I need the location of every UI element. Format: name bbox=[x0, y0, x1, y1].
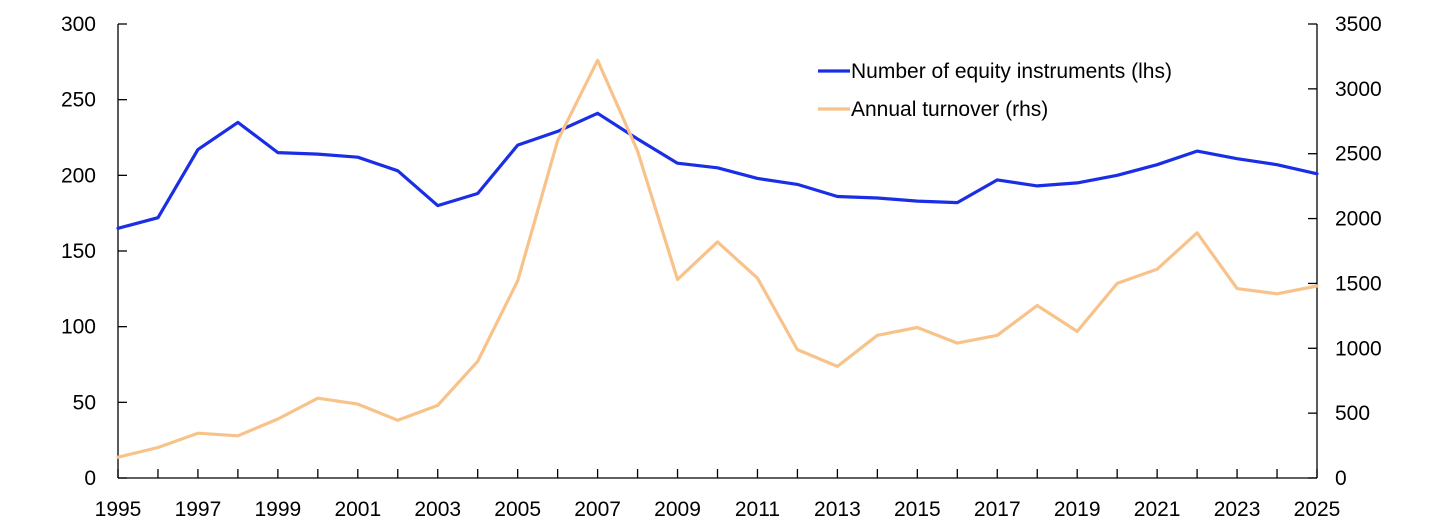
x-tick-label: 1995 bbox=[95, 498, 142, 521]
series-line-equity-instruments bbox=[116, 111, 1319, 230]
x-tick-label: 2003 bbox=[414, 498, 461, 521]
right-y-tick-label: 1000 bbox=[1335, 337, 1382, 360]
x-tick-label: 2023 bbox=[1214, 498, 1261, 521]
x-tick-label: 2019 bbox=[1054, 498, 1101, 521]
x-tick-label: 2013 bbox=[814, 498, 861, 521]
left-y-tick-label: 0 bbox=[84, 467, 96, 490]
x-tick-label: 2011 bbox=[735, 498, 780, 521]
left-y-tick-label: 250 bbox=[61, 89, 96, 112]
x-tick-label: 2005 bbox=[494, 498, 541, 521]
right-y-tick-label: 1500 bbox=[1335, 272, 1382, 295]
x-tick-label: 1999 bbox=[255, 498, 302, 521]
x-tick-label: 2025 bbox=[1294, 498, 1341, 521]
left-y-tick-label: 100 bbox=[61, 316, 96, 339]
left-y-tick-label: 150 bbox=[61, 240, 96, 263]
right-y-tick-label: 2500 bbox=[1335, 143, 1382, 166]
left-y-tick-label: 200 bbox=[61, 164, 96, 187]
right-y-tick-label: 2000 bbox=[1335, 208, 1382, 231]
x-tick-label: 2017 bbox=[974, 498, 1021, 521]
x-tick-label: 2015 bbox=[894, 498, 941, 521]
legend: Number of equity instruments (lhs) Annual… bbox=[818, 60, 1172, 121]
right-y-tick-label: 3500 bbox=[1335, 13, 1382, 36]
left-y-tick-label: 300 bbox=[61, 13, 96, 36]
x-tick-label: 2009 bbox=[654, 498, 701, 521]
x-tick-label: 2021 bbox=[1134, 498, 1181, 521]
axes: 0501001502002503000500100015002000250030… bbox=[61, 13, 1382, 521]
right-y-tick-label: 3000 bbox=[1335, 78, 1382, 101]
legend-label: Number of equity instruments (lhs) bbox=[851, 60, 1172, 83]
x-tick-label: 2001 bbox=[334, 498, 381, 521]
legend-label: Annual turnover (rhs) bbox=[851, 98, 1048, 121]
right-y-tick-label: 0 bbox=[1335, 467, 1347, 490]
x-tick-label: 2007 bbox=[574, 498, 621, 521]
right-y-tick-label: 500 bbox=[1335, 402, 1370, 425]
series-lines bbox=[116, 58, 1319, 459]
x-tick-label: 1997 bbox=[175, 498, 222, 521]
series-line-annual-turnover bbox=[116, 58, 1319, 459]
left-y-tick-label: 50 bbox=[73, 391, 96, 414]
